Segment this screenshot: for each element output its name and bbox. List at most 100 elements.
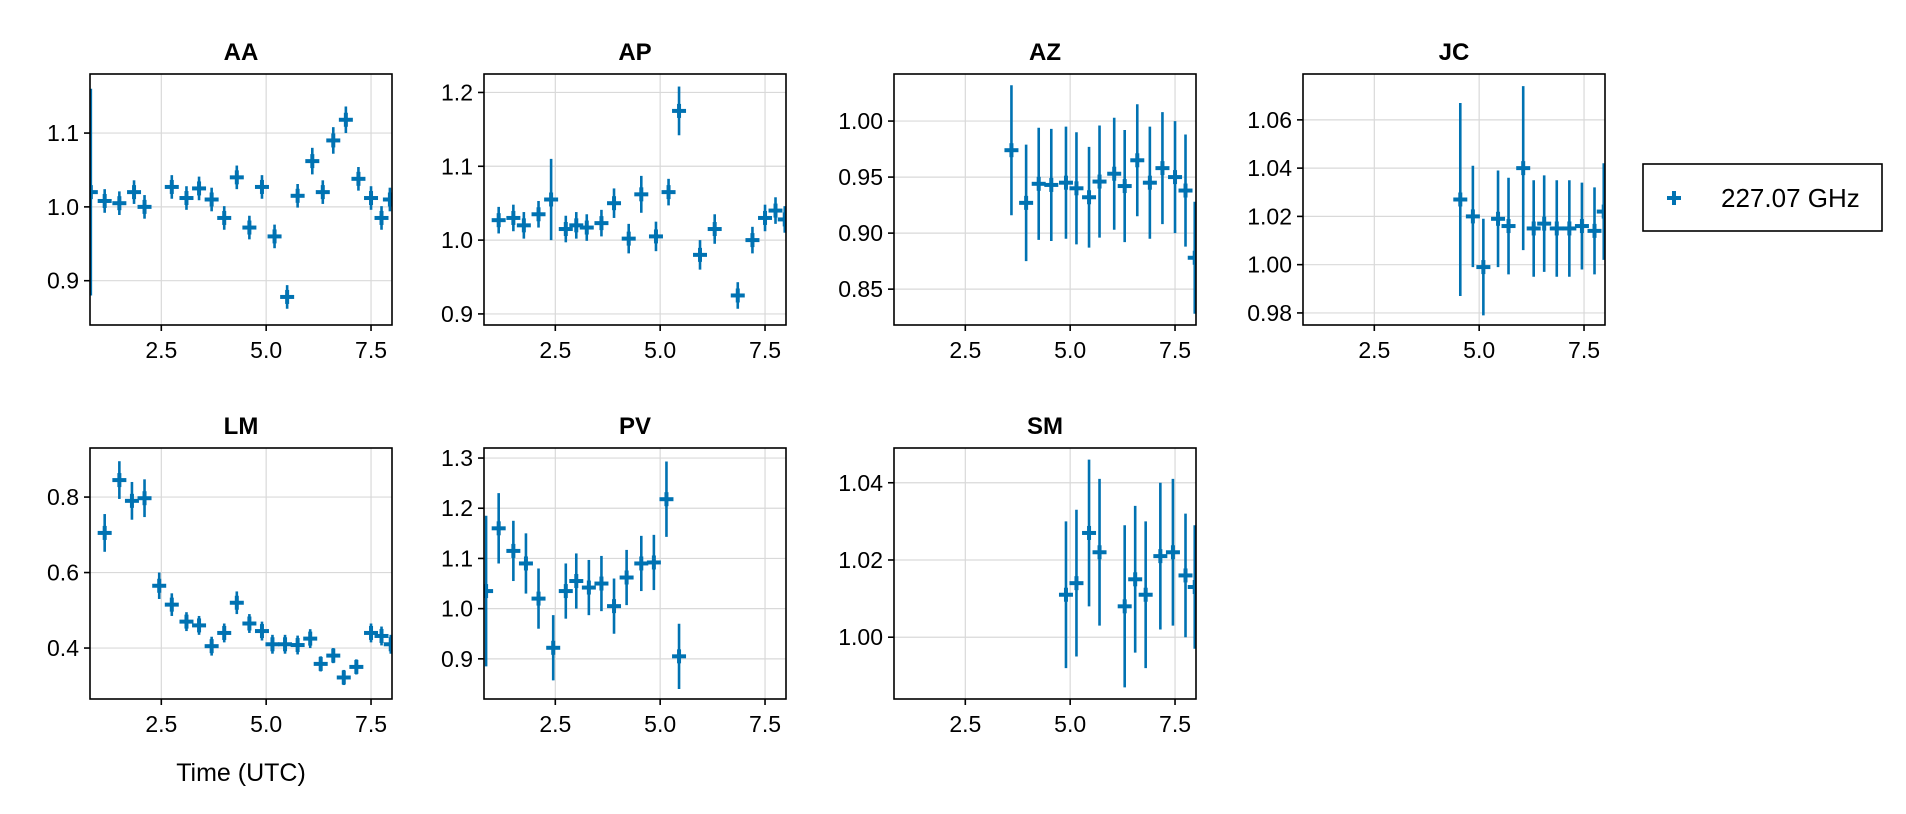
grid-sm	[894, 448, 1196, 699]
data-point	[254, 621, 269, 641]
data-point	[768, 197, 783, 224]
axes-frame-az	[893, 73, 1197, 326]
data-points-az	[1004, 85, 1196, 314]
x-axis-label: Time (UTC)	[176, 759, 306, 787]
axes-frame-jc	[1302, 73, 1606, 326]
data-point	[484, 515, 494, 667]
data-point	[1117, 130, 1132, 243]
data-point	[137, 195, 152, 219]
data-point	[217, 623, 232, 643]
data-point	[326, 648, 341, 664]
data-point	[607, 188, 622, 218]
data-points-ap	[491, 86, 786, 309]
data-point	[315, 180, 330, 204]
data-point	[619, 549, 634, 606]
data-point	[97, 514, 112, 552]
data-point	[1019, 144, 1034, 262]
panel-pv: PV 2.5 5.0 7.5 0.9 1.0 1.1 1.2 1.3	[441, 413, 787, 737]
data-point	[1187, 525, 1196, 649]
data-point	[544, 158, 559, 241]
panels-group: AA 2.5 5.0 7.5 0.9 1.0 1.1 AP 2.5 5.0 7.5 0.9 1.0 1.1…	[47, 39, 1606, 737]
data-point	[290, 183, 305, 208]
data-point	[1082, 146, 1097, 248]
data-point	[242, 614, 257, 633]
data-point	[192, 176, 207, 201]
y-tick-label: 0.9	[47, 268, 79, 294]
y-tick-label: 1.2	[441, 495, 473, 521]
data-point	[491, 206, 506, 234]
panel-title-lm: LM	[224, 413, 259, 440]
y-tick-label: 0.9	[441, 301, 473, 327]
data-point	[648, 221, 663, 252]
data-point	[1069, 509, 1084, 657]
data-point	[634, 175, 649, 213]
x-tick-label: 2.5	[949, 711, 981, 737]
data-point	[383, 634, 392, 654]
x-tick-label: 5.0	[644, 711, 676, 737]
data-point	[558, 563, 573, 619]
data-point	[1168, 121, 1183, 234]
data-point	[1562, 180, 1577, 277]
data-point	[745, 226, 760, 254]
y-tick-label: 0.98	[1247, 300, 1292, 326]
x-tick-label: 2.5	[1358, 337, 1390, 363]
data-point	[124, 481, 139, 520]
x-tick-label: 2.5	[145, 337, 177, 363]
data-point	[1501, 177, 1516, 275]
y-tick-label: 1.00	[838, 108, 883, 134]
data-point	[1117, 525, 1132, 688]
data-point	[374, 626, 389, 646]
y-tick-label: 0.8	[47, 484, 79, 510]
data-points-jc	[1453, 86, 1605, 316]
data-point	[506, 520, 521, 582]
data-point	[758, 204, 773, 232]
data-point	[646, 534, 661, 591]
data-point	[581, 559, 596, 616]
y-tick-label: 1.04	[838, 470, 883, 496]
data-point	[569, 212, 584, 239]
data-point	[242, 215, 257, 240]
x-tick-label: 5.0	[250, 711, 282, 737]
data-point	[607, 578, 622, 634]
data-point	[1128, 505, 1143, 653]
x-tick-label: 5.0	[1054, 711, 1086, 737]
data-point	[1092, 125, 1107, 238]
data-point	[1596, 163, 1605, 260]
data-point	[546, 615, 561, 681]
x-tick-label: 5.0	[250, 337, 282, 363]
panel-title-sm: SM	[1027, 413, 1063, 440]
data-point	[90, 88, 98, 296]
legend-frame	[1642, 163, 1883, 232]
data-point	[1516, 86, 1531, 251]
data-point	[164, 593, 179, 616]
data-point	[730, 282, 745, 309]
y-tick-label: 0.95	[838, 164, 883, 190]
data-point	[1107, 117, 1122, 230]
panel-title-jc: JC	[1439, 39, 1470, 66]
y-tick-label: 1.0	[441, 227, 473, 253]
data-point	[382, 187, 392, 212]
y-tick-label: 0.4	[47, 635, 79, 661]
y-tick-label: 1.1	[441, 545, 473, 571]
x-tick-label: 2.5	[949, 337, 981, 363]
data-point	[280, 285, 295, 309]
y-tick-label: 1.3	[441, 445, 473, 471]
data-point	[179, 612, 194, 632]
y-tick-label: 1.2	[441, 79, 473, 105]
panel-title-az: AZ	[1029, 39, 1061, 66]
legend-plus-icon	[1667, 191, 1681, 205]
x-tick-label: 2.5	[145, 711, 177, 737]
data-point	[661, 178, 676, 206]
data-point	[374, 206, 389, 230]
data-point	[265, 634, 280, 654]
x-tick-label: 7.5	[1568, 337, 1600, 363]
axes-frame-pv	[483, 447, 787, 700]
data-point	[594, 209, 609, 237]
data-point	[1178, 513, 1193, 638]
data-point	[1587, 187, 1602, 275]
y-tick-label: 1.02	[1247, 203, 1292, 229]
data-point	[707, 214, 722, 244]
data-point	[137, 479, 152, 518]
data-point	[1044, 128, 1059, 241]
x-tick-label: 7.5	[355, 711, 387, 737]
